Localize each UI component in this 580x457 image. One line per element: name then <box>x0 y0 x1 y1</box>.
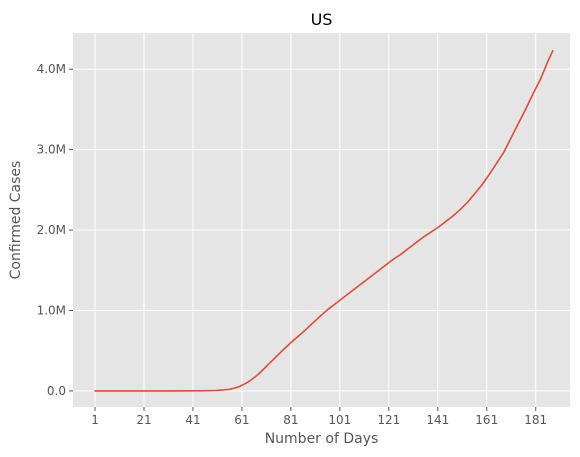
x-axis-ticks: 1 21 41 61 81 101 121 141 161 181 <box>91 407 547 427</box>
x-tick-label: 21 <box>136 413 151 427</box>
chart-title: US <box>311 10 333 29</box>
x-tick-label: 161 <box>475 413 498 427</box>
series-line <box>94 49 554 392</box>
x-tick-label: 181 <box>524 413 547 427</box>
series-layer <box>94 49 554 392</box>
y-tick-label: 2.0M <box>37 223 66 237</box>
x-axis-label: Number of Days <box>265 431 379 447</box>
x-tick-label: 61 <box>234 413 249 427</box>
y-axis-label: Confirmed Cases <box>8 161 24 280</box>
y-axis-ticks: 0.0 1.0M 2.0M 3.0M 4.0M <box>37 62 73 398</box>
x-tick-label: 101 <box>328 413 351 427</box>
x-tick-label: 41 <box>185 413 200 427</box>
y-tick-label: 0.0 <box>47 384 66 398</box>
x-tick-label: 1 <box>91 413 99 427</box>
y-tick-label: 4.0M <box>37 62 66 76</box>
x-tick-label: 81 <box>283 413 298 427</box>
y-tick-label: 3.0M <box>37 143 66 157</box>
y-tick-label: 1.0M <box>37 303 66 317</box>
x-tick-label: 141 <box>426 413 449 427</box>
plot-background <box>73 33 570 407</box>
x-tick-label: 121 <box>377 413 400 427</box>
